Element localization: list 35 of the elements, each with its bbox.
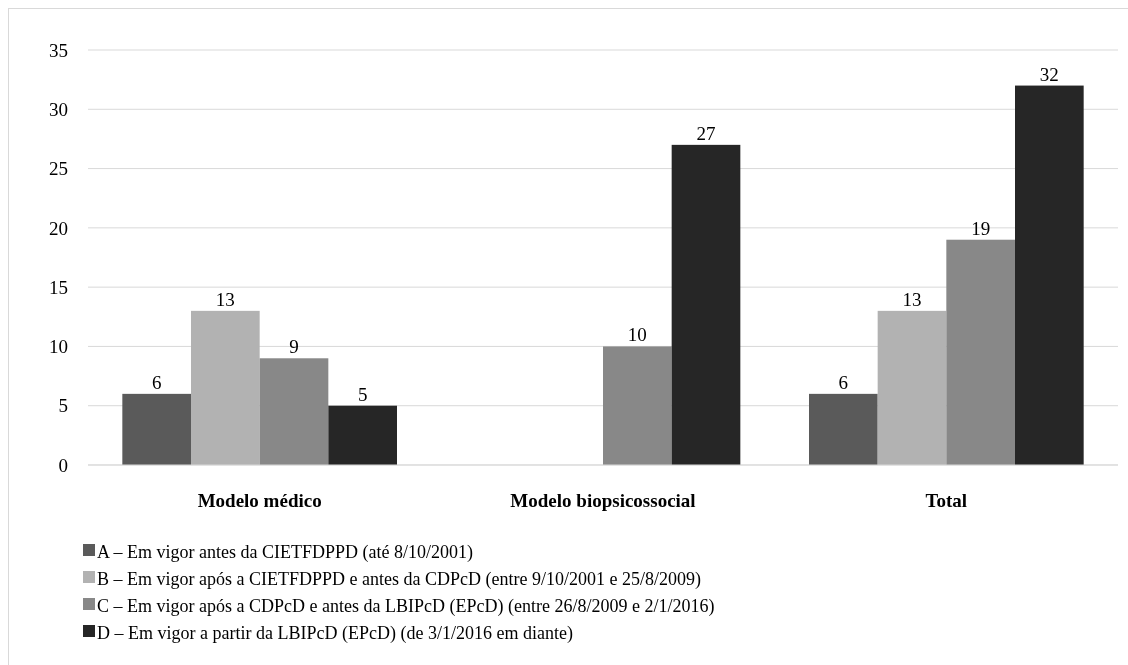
legend-label: A – Em vigor antes da CIETFDPPD (até 8/10/2001) bbox=[97, 542, 473, 564]
y-tick-label: 20 bbox=[49, 217, 68, 239]
bar bbox=[877, 310, 947, 465]
y-tick-label: 30 bbox=[49, 98, 68, 120]
bar bbox=[122, 393, 191, 465]
y-tick-label: 10 bbox=[49, 336, 68, 358]
bar bbox=[259, 358, 329, 465]
x-tick-label: Modelo médico bbox=[197, 490, 322, 511]
bar bbox=[603, 346, 672, 465]
data-label: 6 bbox=[151, 371, 162, 393]
data-label: 13 bbox=[902, 288, 922, 310]
y-tick-label: 5 bbox=[58, 395, 68, 417]
data-label: 10 bbox=[627, 324, 647, 346]
legend-label: C – Em vigor após a CDPcD e antes da LBIPcD (EPcD) (entre 26/8/2009 e 2/1/2016) bbox=[97, 596, 715, 618]
data-label: 27 bbox=[696, 122, 716, 144]
x-tick-label: Total bbox=[925, 490, 968, 511]
data-label: 13 bbox=[215, 288, 235, 310]
y-tick-label: 35 bbox=[49, 39, 68, 61]
legend-label: B – Em vigor após a CIETFDPPD e antes da CDPcD (entre 9/10/2001 e 25/8/2009) bbox=[97, 569, 701, 591]
y-tick-label: 0 bbox=[58, 454, 68, 476]
y-tick-label: 25 bbox=[49, 158, 68, 180]
bar bbox=[328, 405, 397, 465]
data-label: 19 bbox=[971, 217, 991, 239]
bar bbox=[671, 144, 741, 465]
bar bbox=[191, 310, 260, 465]
bar bbox=[946, 239, 1015, 465]
data-label: 9 bbox=[289, 336, 299, 358]
bar bbox=[1015, 85, 1084, 465]
legend-label: D – Em vigor a partir da LBIPcD (EPcD) (de 3/1/2016 em diante) bbox=[97, 623, 573, 645]
data-label: 6 bbox=[838, 371, 849, 393]
bar bbox=[809, 393, 878, 465]
data-label: 5 bbox=[357, 383, 368, 405]
x-tick-label: Modelo biopsicossocial bbox=[510, 490, 696, 511]
y-tick-label: 15 bbox=[49, 276, 68, 298]
data-label: 32 bbox=[1039, 63, 1059, 85]
